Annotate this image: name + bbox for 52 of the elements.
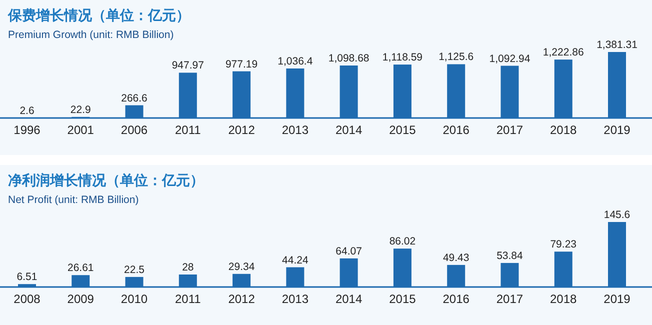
data-label: 49.43 xyxy=(442,252,470,264)
data-label: 947.97 xyxy=(172,60,204,72)
data-label: 22.5 xyxy=(124,264,145,276)
data-label: 44.24 xyxy=(282,254,308,266)
data-label: 266.6 xyxy=(121,92,148,104)
data-label: 1,098.68 xyxy=(328,52,370,65)
data-label: 79.23 xyxy=(550,238,577,251)
data-label: 29.34 xyxy=(228,260,255,273)
data-label: 1,381.31 xyxy=(596,39,638,51)
x-tick-label: 2013 xyxy=(282,123,309,137)
data-label: 1,125.6 xyxy=(438,51,474,64)
data-label: 977.19 xyxy=(225,58,258,70)
data-label: 145.6 xyxy=(604,209,630,221)
x-tick-label: 2011 xyxy=(175,292,202,306)
data-label: 6.51 xyxy=(16,271,38,284)
x-tick-label: 2014 xyxy=(335,123,362,137)
x-tick-label: 2001 xyxy=(67,123,94,137)
x-tick-label: 2014 xyxy=(335,292,362,306)
data-label: 22.9 xyxy=(70,104,92,116)
x-tick-label: 2012 xyxy=(228,292,256,306)
x-tick-label: 2016 xyxy=(442,123,470,137)
chart-title: 净利润增长情况（单位：亿元） xyxy=(8,172,204,189)
data-label: 53.84 xyxy=(496,250,524,262)
x-tick-label: 2010 xyxy=(120,292,148,306)
data-label: 1,118.59 xyxy=(382,52,423,64)
x-tick-label: 2019 xyxy=(604,123,631,137)
data-label: 28 xyxy=(182,262,194,274)
x-tick-label: 2015 xyxy=(389,123,416,137)
data-label: 64.07 xyxy=(336,245,362,258)
x-tick-label: 2017 xyxy=(496,123,524,137)
x-tick-label: 2018 xyxy=(550,123,578,137)
chart-title: 保费增长情况（单位：亿元） xyxy=(7,8,190,24)
x-tick-label: 2009 xyxy=(67,292,94,306)
x-tick-label: 2017 xyxy=(496,292,524,306)
x-tick-label: 2019 xyxy=(604,292,631,306)
x-tick-label: 2018 xyxy=(550,292,578,306)
chart-subtitle: Premium Growth (unit: RMB Billion) xyxy=(8,29,174,41)
data-label: 26.61 xyxy=(67,262,94,274)
data-label: 86.02 xyxy=(389,236,416,248)
data-label: 2.6 xyxy=(20,104,34,117)
x-tick-label: 2013 xyxy=(282,292,309,306)
x-tick-label: 2012 xyxy=(228,123,256,137)
chart-subtitle: Net Profit (unit: RMB Billion) xyxy=(8,194,139,206)
x-tick-label: 2016 xyxy=(442,292,470,306)
x-tick-label: 1996 xyxy=(14,123,41,137)
x-tick-label: 2006 xyxy=(120,123,148,137)
data-label: 1,036.4 xyxy=(278,55,313,68)
x-tick-label: 2011 xyxy=(175,123,202,137)
data-label: 1,222.86 xyxy=(542,46,584,59)
data-label: 1,092.94 xyxy=(489,52,530,65)
x-tick-label: 2015 xyxy=(389,292,416,306)
x-tick-label: 2008 xyxy=(14,292,41,306)
